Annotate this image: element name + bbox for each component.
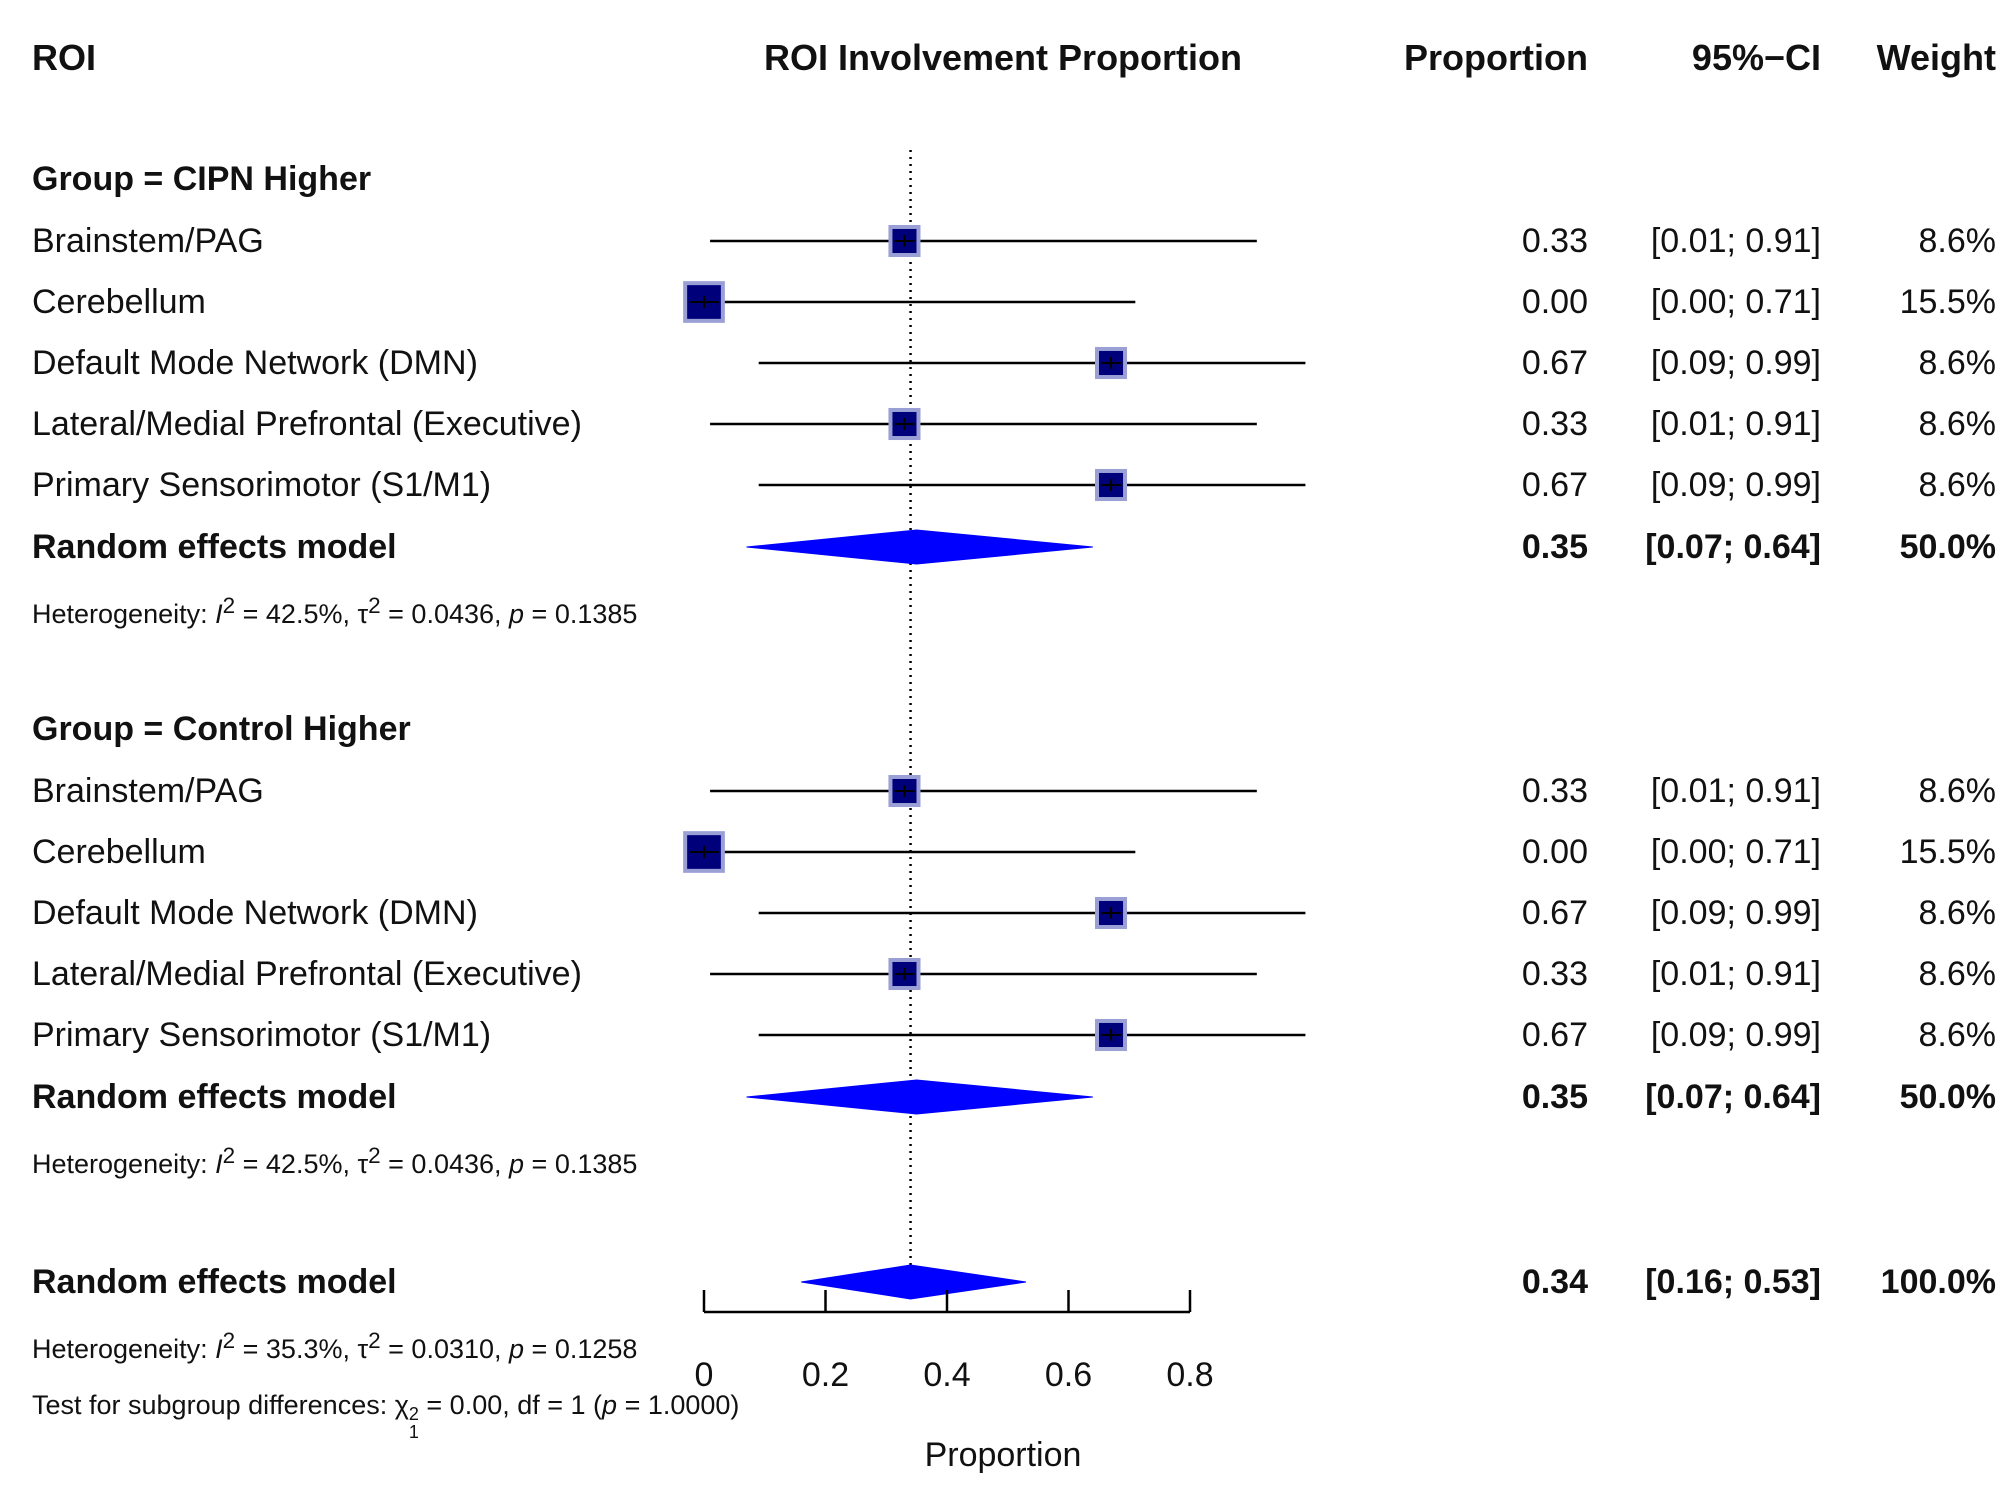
group-1-heterogeneity: Heterogeneity: I2 = 42.5%, τ2 = 0.0436, …	[32, 593, 638, 629]
group-2-model-row-ci: [0.07; 0.64]	[1645, 1078, 1821, 1116]
x-tick-label-1: 0.2	[801, 1356, 850, 1394]
group-1-model-row-ci: [0.07; 0.64]	[1645, 528, 1821, 566]
group-1-row-4-weight: 8.6%	[1918, 405, 1997, 443]
header-plot-title: ROI Involvement Proportion	[763, 37, 1243, 78]
group-1-row-1-proportion: 0.33	[1521, 222, 1588, 260]
group-1-title: Group = CIPN Higher	[32, 160, 372, 198]
group-1-row-4-label: Lateral/Medial Prefrontal (Executive)	[32, 405, 582, 443]
overall-model-diamond	[801, 1264, 1027, 1300]
group-1-model-row-proportion: 0.35	[1521, 528, 1588, 566]
group-2-row-4-weight: 8.6%	[1918, 955, 1997, 993]
group-1-row-1-label: Brainstem/PAG	[32, 222, 264, 260]
group-2-row-2-weight: 15.5%	[1899, 833, 1996, 871]
header-ci: 95%−CI	[1691, 37, 1821, 78]
header-weight: Weight	[1876, 37, 1996, 78]
group-2-row-5-weight: 8.6%	[1918, 1016, 1997, 1054]
x-tick-label-3: 0.6	[1044, 1356, 1093, 1394]
group-2-row-5-proportion: 0.67	[1521, 1016, 1588, 1054]
group-1-model-row-weight: 50.0%	[1899, 528, 1996, 566]
group-2-row-2-proportion: 0.00	[1521, 833, 1588, 871]
group-2-title: Group = Control Higher	[32, 710, 411, 748]
group-1-row-5-proportion: 0.67	[1521, 466, 1588, 504]
group-1-row-5-ci: [0.09; 0.99]	[1650, 466, 1821, 504]
group-1-row-5-weight: 8.6%	[1918, 466, 1997, 504]
group-2-row-1-weight: 8.6%	[1918, 772, 1997, 810]
group-2-model-row-proportion: 0.35	[1521, 1078, 1588, 1116]
header-proportion: Proportion	[1404, 37, 1588, 78]
group-1-row-4-ci: [0.01; 0.91]	[1650, 405, 1821, 443]
group-2-row-4-label: Lateral/Medial Prefrontal (Executive)	[32, 955, 582, 993]
group-1-row-5-label: Primary Sensorimotor (S1/M1)	[32, 466, 492, 504]
group-1-row-2-ci: [0.00; 0.71]	[1650, 283, 1821, 321]
group-1-model-row-label: Random effects model	[32, 528, 397, 566]
group-2-row-1-proportion: 0.33	[1521, 772, 1588, 810]
overall-model-row-weight: 100.0%	[1880, 1263, 1996, 1301]
overall-model-row-proportion: 0.34	[1521, 1263, 1588, 1301]
group-2-row-1-label: Brainstem/PAG	[32, 772, 264, 810]
group-2-row-3-weight: 8.6%	[1918, 894, 1997, 932]
x-tick-label-2: 0.4	[923, 1356, 971, 1394]
group-1-model-diamond	[746, 529, 1093, 565]
group-2-heterogeneity: Heterogeneity: I2 = 42.5%, τ2 = 0.0436, …	[32, 1143, 638, 1179]
group-1-row-2-label: Cerebellum	[32, 283, 206, 321]
overall-model-row-ci: [0.16; 0.53]	[1645, 1263, 1821, 1301]
group-2-row-3-proportion: 0.67	[1521, 894, 1588, 932]
x-tick-label-4: 0.8	[1166, 1356, 1214, 1394]
group-2-row-3-ci: [0.09; 0.99]	[1650, 894, 1821, 932]
x-axis-label: Proportion	[924, 1436, 1082, 1474]
group-2-row-1-ci: [0.01; 0.91]	[1650, 772, 1821, 810]
group-2-model-row-label: Random effects model	[32, 1078, 397, 1116]
group-2-row-5-label: Primary Sensorimotor (S1/M1)	[32, 1016, 492, 1054]
group-1-row-3-weight: 8.6%	[1918, 344, 1997, 382]
overall-heterogeneity: Heterogeneity: I2 = 35.3%, τ2 = 0.0310, …	[32, 1328, 638, 1364]
group-2-model-row-weight: 50.0%	[1899, 1078, 1996, 1116]
x-tick-label-0: 0	[694, 1356, 714, 1394]
group-1-row-3-ci: [0.09; 0.99]	[1650, 344, 1821, 382]
group-2-row-4-ci: [0.01; 0.91]	[1650, 955, 1821, 993]
group-1-row-4-proportion: 0.33	[1521, 405, 1588, 443]
group-2-row-2-label: Cerebellum	[32, 833, 206, 871]
group-2-model-diamond	[746, 1079, 1093, 1115]
group-1-row-3-proportion: 0.67	[1521, 344, 1588, 382]
overall-model-row-label: Random effects model	[32, 1263, 397, 1301]
group-1-row-3-label: Default Mode Network (DMN)	[32, 344, 478, 382]
group-2-row-3-label: Default Mode Network (DMN)	[32, 894, 478, 932]
group-2-row-4-proportion: 0.33	[1521, 955, 1588, 993]
group-1-row-1-weight: 8.6%	[1918, 222, 1997, 260]
group-2-row-2-ci: [0.00; 0.71]	[1650, 833, 1821, 871]
group-1-row-2-proportion: 0.00	[1521, 283, 1588, 321]
header-roi: ROI	[32, 37, 97, 78]
group-1-row-1-ci: [0.01; 0.91]	[1650, 222, 1821, 260]
group-2-row-5-ci: [0.09; 0.99]	[1650, 1016, 1821, 1054]
group-1-row-2-weight: 15.5%	[1899, 283, 1996, 321]
